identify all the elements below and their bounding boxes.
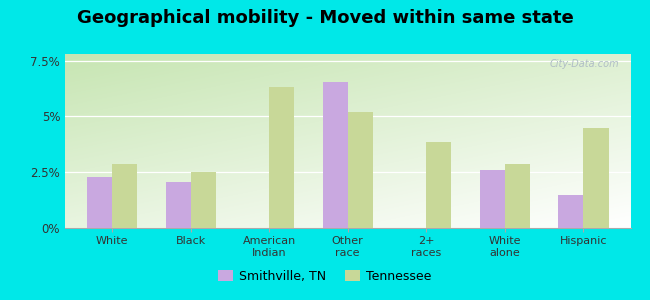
Bar [584,128,608,228]
Bar [426,142,452,228]
Bar [112,164,137,228]
Bar [166,182,190,228]
Bar [558,194,584,228]
Bar [190,172,216,228]
Bar [269,88,294,228]
Legend: Smithville, TN, Tennessee: Smithville, TN, Tennessee [213,265,437,288]
Bar [87,177,112,228]
Text: Geographical mobility - Moved within same state: Geographical mobility - Moved within sam… [77,9,573,27]
Bar [480,170,505,228]
Bar [348,112,373,228]
Bar [322,82,348,228]
Bar [505,164,530,228]
Text: City-Data.com: City-Data.com [549,59,619,69]
